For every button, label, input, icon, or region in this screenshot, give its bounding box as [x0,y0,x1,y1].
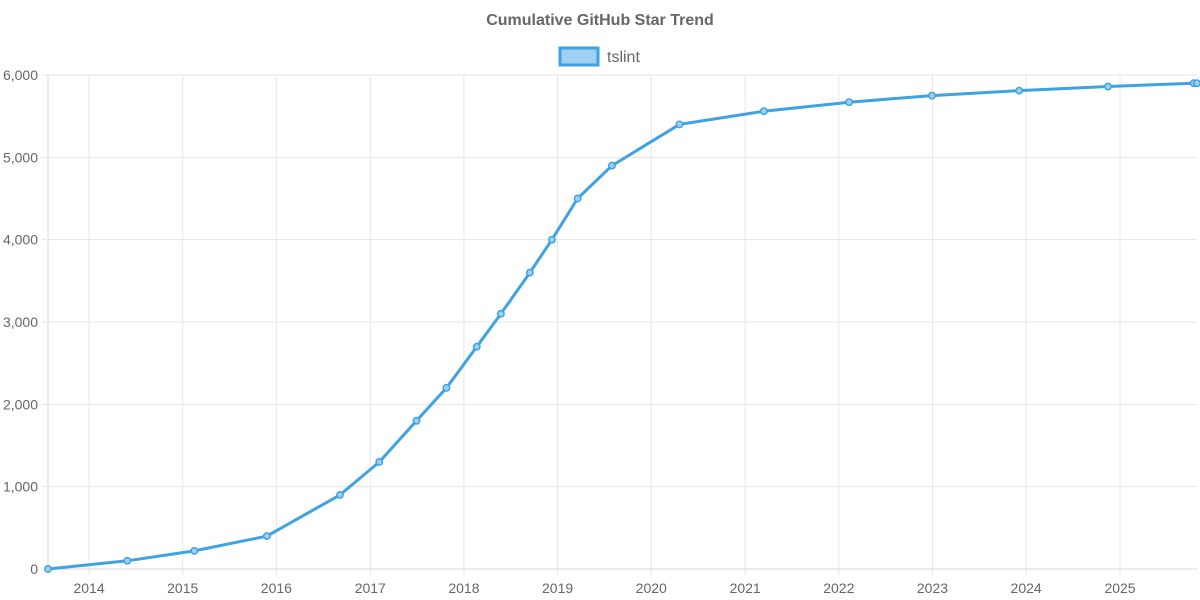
grid [42,74,1197,575]
x-tick-label: 2016 [261,580,292,596]
data-point[interactable] [190,546,199,555]
data-point[interactable] [472,342,481,351]
data-point[interactable] [336,490,344,499]
legend-swatch-tslint[interactable] [558,46,600,67]
axes [47,75,1197,570]
legend[interactable]: tslint [558,46,640,67]
data-point[interactable] [608,161,616,170]
x-tick-label: 2024 [1011,580,1042,596]
y-tick-label: 4,000 [3,232,38,248]
data-point[interactable] [44,565,52,573]
x-tick-label: 2021 [730,580,761,596]
x-tick-label: 2017 [355,580,386,596]
y-tick-label: 2,000 [3,396,38,412]
x-tick-label: 2019 [542,580,573,596]
y-tick-label: 6,000 [3,67,38,83]
x-tick-label: 2014 [73,580,104,596]
data-point[interactable] [1104,82,1112,91]
data-point[interactable] [759,107,768,116]
data-point[interactable] [1193,79,1200,88]
data-point[interactable] [845,98,854,107]
data-point[interactable] [412,416,421,425]
data-point[interactable] [262,532,271,541]
x-tick-label: 2020 [636,580,667,596]
y-tick-label: 5,000 [3,149,38,165]
data-point[interactable] [927,91,936,100]
legend-label-tslint[interactable]: tslint [607,49,640,66]
x-tick-label: 2023 [917,580,948,596]
y-tick-label: 3,000 [3,314,38,330]
x-axis-ticks: 2014 2015 2016 2017 2018 2019 2020 2021 2022 2023… [73,580,1135,596]
data-point[interactable] [573,194,582,203]
x-tick-label: 2018 [448,580,479,596]
y-tick-label: 1,000 [3,479,38,495]
chart-title: Cumulative GitHub Star Trend [486,12,714,29]
series-tslint [44,79,1200,573]
series-line [46,81,1199,571]
y-tick-label: 0 [30,561,38,577]
x-tick-label: 2022 [823,580,854,596]
data-point[interactable] [496,309,505,318]
x-tick-label: 2015 [167,580,198,596]
data-point[interactable] [123,556,132,565]
data-point[interactable] [442,383,451,392]
data-point[interactable] [547,235,556,244]
data-point[interactable] [675,120,684,129]
x-tick-label: 2025 [1104,580,1135,596]
y-axis-ticks: 0 1,000 2,000 3,000 4,000 5,000 6,000 [3,67,38,577]
data-point[interactable] [375,458,384,466]
data-point[interactable] [1015,86,1024,95]
data-point[interactable] [525,268,534,277]
